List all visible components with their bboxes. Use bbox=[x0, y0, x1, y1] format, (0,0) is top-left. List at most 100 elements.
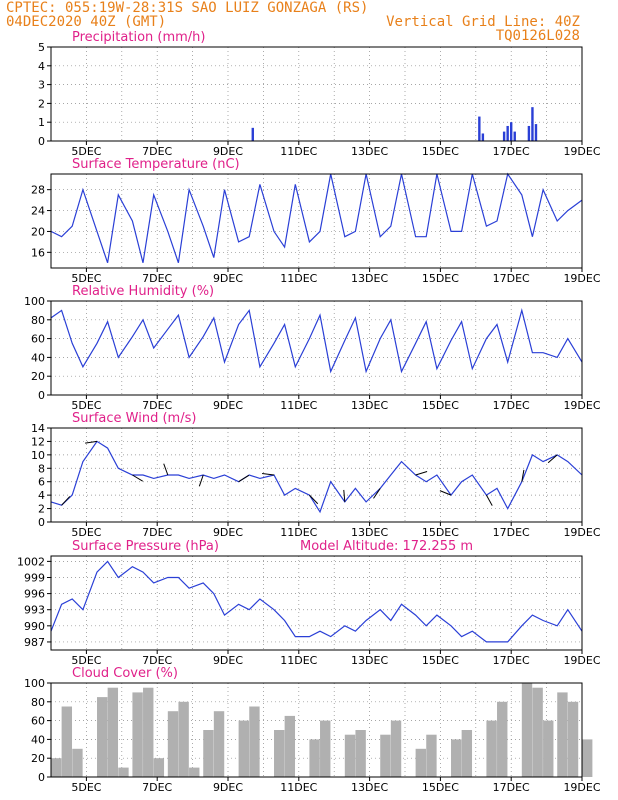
cloud-bar bbox=[284, 715, 296, 777]
cloud-bar bbox=[203, 730, 214, 777]
y-tick-label: 0 bbox=[38, 771, 45, 784]
wind-arrow bbox=[521, 469, 525, 482]
y-tick-label: 40 bbox=[31, 733, 45, 746]
header-grid-line: Vertical Grid Line: 40Z bbox=[386, 14, 580, 30]
temperature-series-line bbox=[50, 172, 583, 263]
x-tick-label: 11DEC bbox=[280, 272, 317, 285]
precip-bar bbox=[531, 107, 534, 141]
x-tick-label: 7DEC bbox=[142, 399, 172, 412]
wind-series-line bbox=[50, 440, 583, 514]
y-tick-label: 1002 bbox=[17, 555, 45, 568]
cloud-bar bbox=[543, 720, 554, 777]
y-tick-label: 60 bbox=[31, 715, 45, 728]
y-tick-label: 1 bbox=[38, 116, 45, 129]
x-tick-label: 15DEC bbox=[422, 654, 459, 667]
y-tick-label: 8 bbox=[38, 462, 45, 475]
wind-arrow bbox=[373, 488, 381, 499]
x-tick-label: 5DEC bbox=[71, 272, 101, 285]
cloud-bar bbox=[532, 687, 543, 777]
x-tick-label: 17DEC bbox=[493, 654, 530, 667]
x-tick-label: 17DEC bbox=[493, 526, 530, 539]
cloud-bar bbox=[497, 701, 508, 777]
y-tick-label: 100 bbox=[24, 295, 45, 308]
wind-arrow bbox=[415, 471, 428, 476]
cloud-bar bbox=[355, 730, 366, 777]
precip-bar bbox=[251, 127, 254, 141]
y-tick-label: 3 bbox=[38, 79, 45, 92]
x-tick-label: 19DEC bbox=[563, 399, 600, 412]
x-tick-label: 15DEC bbox=[422, 145, 459, 158]
y-tick-label: 5 bbox=[38, 41, 45, 54]
pressure-panel: Surface Pressure (hPa) Model Altitude: 17… bbox=[17, 539, 601, 667]
y-tick-label: 4 bbox=[38, 489, 45, 502]
y-tick-label: 24 bbox=[31, 205, 45, 218]
y-tick-label: 2 bbox=[38, 503, 45, 516]
pressure-frame bbox=[50, 555, 583, 651]
cloud-bar bbox=[153, 758, 165, 777]
cloud-bar bbox=[582, 739, 593, 777]
humidity-panel: Relative Humidity (%) 0 20 40 60 80 100 5DEC 7DE… bbox=[24, 284, 601, 412]
x-tick-label: 5DEC bbox=[71, 654, 101, 667]
header-model: TQ0126L028 bbox=[496, 28, 580, 44]
y-tick-label: 60 bbox=[31, 333, 45, 346]
pressure-series-line bbox=[50, 560, 583, 643]
cloud-frame bbox=[50, 682, 583, 778]
y-tick-label: 987 bbox=[24, 636, 45, 649]
x-tick-label: 9DEC bbox=[213, 781, 243, 794]
y-tick-label: 0 bbox=[38, 516, 45, 529]
y-tick-label: 6 bbox=[38, 476, 45, 489]
cloud-bar bbox=[213, 711, 225, 777]
precip-frame bbox=[50, 46, 583, 142]
wind-title: Surface Wind (m/s) bbox=[72, 411, 196, 426]
temperature-panel: Surface Temperature (nC) 16 20 24 28 5DEC 7DEC… bbox=[31, 157, 601, 285]
cloud-bar bbox=[178, 701, 189, 777]
precip-bar bbox=[513, 131, 516, 141]
y-tick-label: 996 bbox=[24, 588, 45, 601]
x-tick-label: 9DEC bbox=[213, 399, 243, 412]
y-tick-label: 20 bbox=[31, 225, 45, 238]
precip-bar bbox=[527, 125, 531, 141]
wind-arrow bbox=[85, 440, 98, 444]
x-tick-label: 13DEC bbox=[351, 654, 388, 667]
x-tick-label: 13DEC bbox=[351, 781, 388, 794]
temperature-title: Surface Temperature (nC) bbox=[72, 157, 240, 172]
wind-arrow bbox=[262, 473, 275, 476]
x-tick-label: 11DEC bbox=[280, 399, 317, 412]
wind-arrow bbox=[238, 474, 250, 483]
y-tick-label: 14 bbox=[31, 422, 45, 435]
x-tick-label: 13DEC bbox=[351, 399, 388, 412]
x-tick-label: 15DEC bbox=[422, 781, 459, 794]
cloud-bar bbox=[309, 739, 320, 777]
cloud-bar bbox=[97, 697, 108, 777]
x-tick-label: 7DEC bbox=[142, 654, 172, 667]
cloud-bar bbox=[274, 730, 285, 777]
precip-title: Precipitation (mm/h) bbox=[72, 30, 205, 45]
x-tick-label: 11DEC bbox=[280, 526, 317, 539]
header: CPTEC: 055:19W-28:31S SAO LUIZ GONZAGA (… bbox=[6, 0, 580, 44]
cloud-bar bbox=[451, 739, 462, 777]
wind-arrow bbox=[198, 474, 204, 487]
header-date: 04DEC2020 40Z (GMT) bbox=[6, 14, 166, 30]
cloud-bar bbox=[118, 767, 129, 777]
x-tick-label: 19DEC bbox=[563, 781, 600, 794]
x-tick-label: 7DEC bbox=[142, 272, 172, 285]
x-tick-label: 9DEC bbox=[213, 526, 243, 539]
y-tick-label: 0 bbox=[38, 135, 45, 148]
y-tick-label: 10 bbox=[31, 449, 45, 462]
cloud-bar bbox=[189, 767, 200, 777]
humidity-frame bbox=[50, 300, 583, 396]
x-tick-label: 17DEC bbox=[493, 781, 530, 794]
precip-bar bbox=[534, 124, 538, 141]
wind-arrow bbox=[547, 454, 558, 464]
precip-bar bbox=[478, 116, 481, 141]
x-tick-label: 5DEC bbox=[71, 781, 101, 794]
wind-arrow bbox=[439, 490, 452, 496]
pressure-title: Surface Pressure (hPa) bbox=[72, 539, 219, 554]
temperature-frame bbox=[50, 173, 583, 269]
y-tick-label: 80 bbox=[31, 314, 45, 327]
cloud-bar bbox=[72, 748, 83, 777]
cloud-panel: Cloud Cover (%) 0 20 40 60 80 100 5DEC 7DEC 9DEC 1… bbox=[24, 666, 601, 794]
y-tick-label: 993 bbox=[24, 604, 45, 617]
x-tick-label: 11DEC bbox=[280, 145, 317, 158]
